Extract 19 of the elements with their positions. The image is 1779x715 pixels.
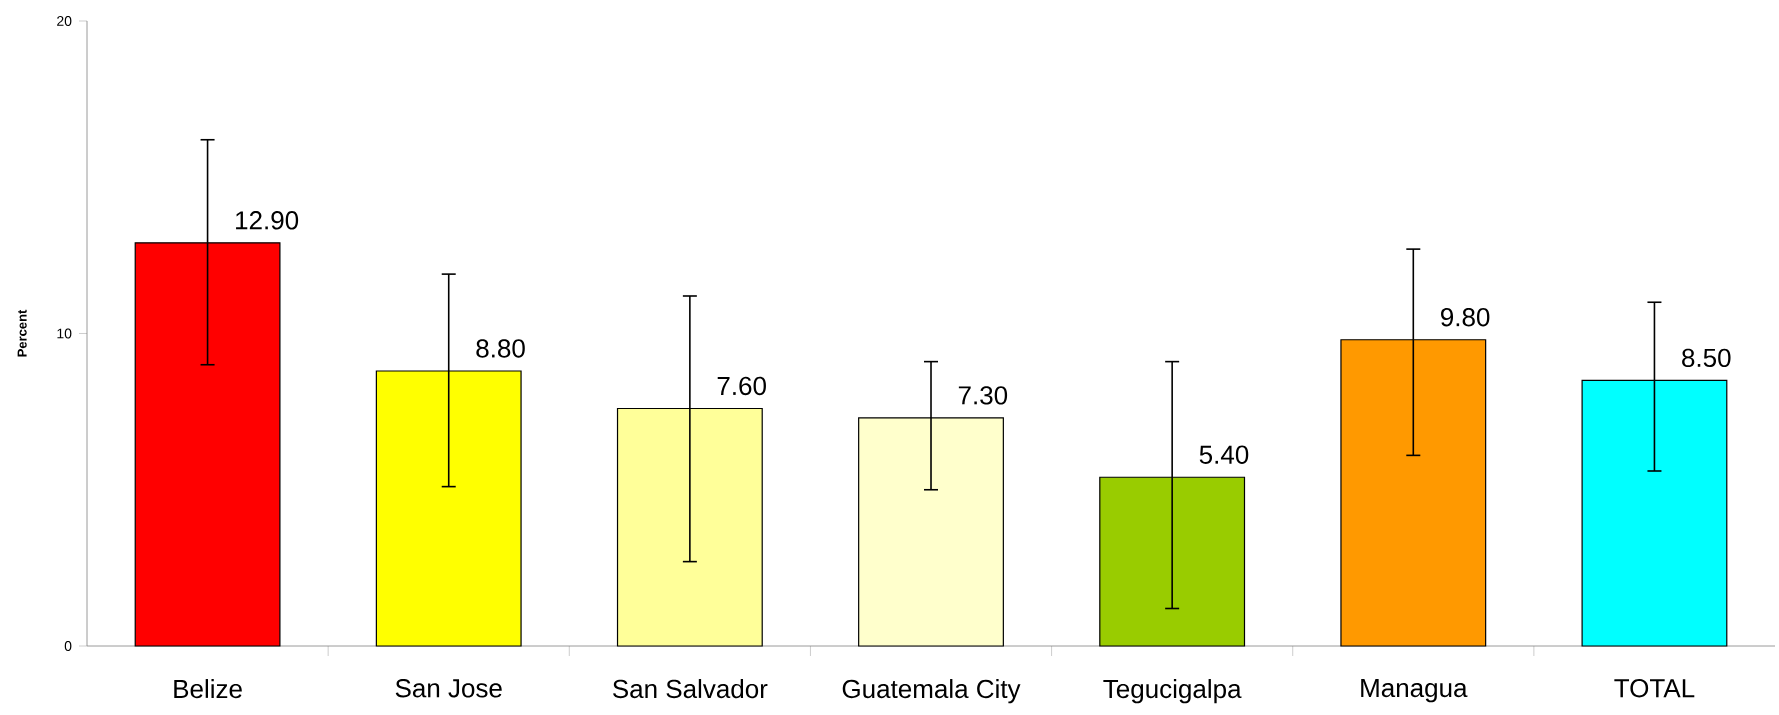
bar bbox=[1581, 379, 1728, 647]
x-tick-label: San Salvador bbox=[613, 679, 768, 699]
x-tick-label: Tegucigalpa bbox=[1103, 679, 1242, 704]
x-tick-label: TOTAL bbox=[1614, 679, 1695, 698]
data-label: 5.40 bbox=[1199, 445, 1249, 464]
x-tick-label: Managua bbox=[1361, 679, 1468, 703]
data-label: 8.50 bbox=[1682, 348, 1731, 368]
x-tick-label: San Jose bbox=[395, 679, 502, 698]
y-tick-label: 20 bbox=[57, 16, 72, 26]
x-tick-label: Guatemala City bbox=[842, 679, 1021, 704]
data-label: 7.60 bbox=[717, 376, 766, 396]
data-label: 8.80 bbox=[476, 339, 525, 358]
y-tick-label: 10 bbox=[57, 328, 72, 339]
data-label: 7.30 bbox=[958, 386, 1008, 405]
x-tick-label: Belize bbox=[174, 679, 242, 699]
y-axis-title: Percent bbox=[17, 309, 27, 357]
y-tick-label: 0 bbox=[64, 641, 72, 651]
data-label: 9.80 bbox=[1441, 308, 1490, 327]
data-label: 12.90 bbox=[236, 211, 299, 230]
